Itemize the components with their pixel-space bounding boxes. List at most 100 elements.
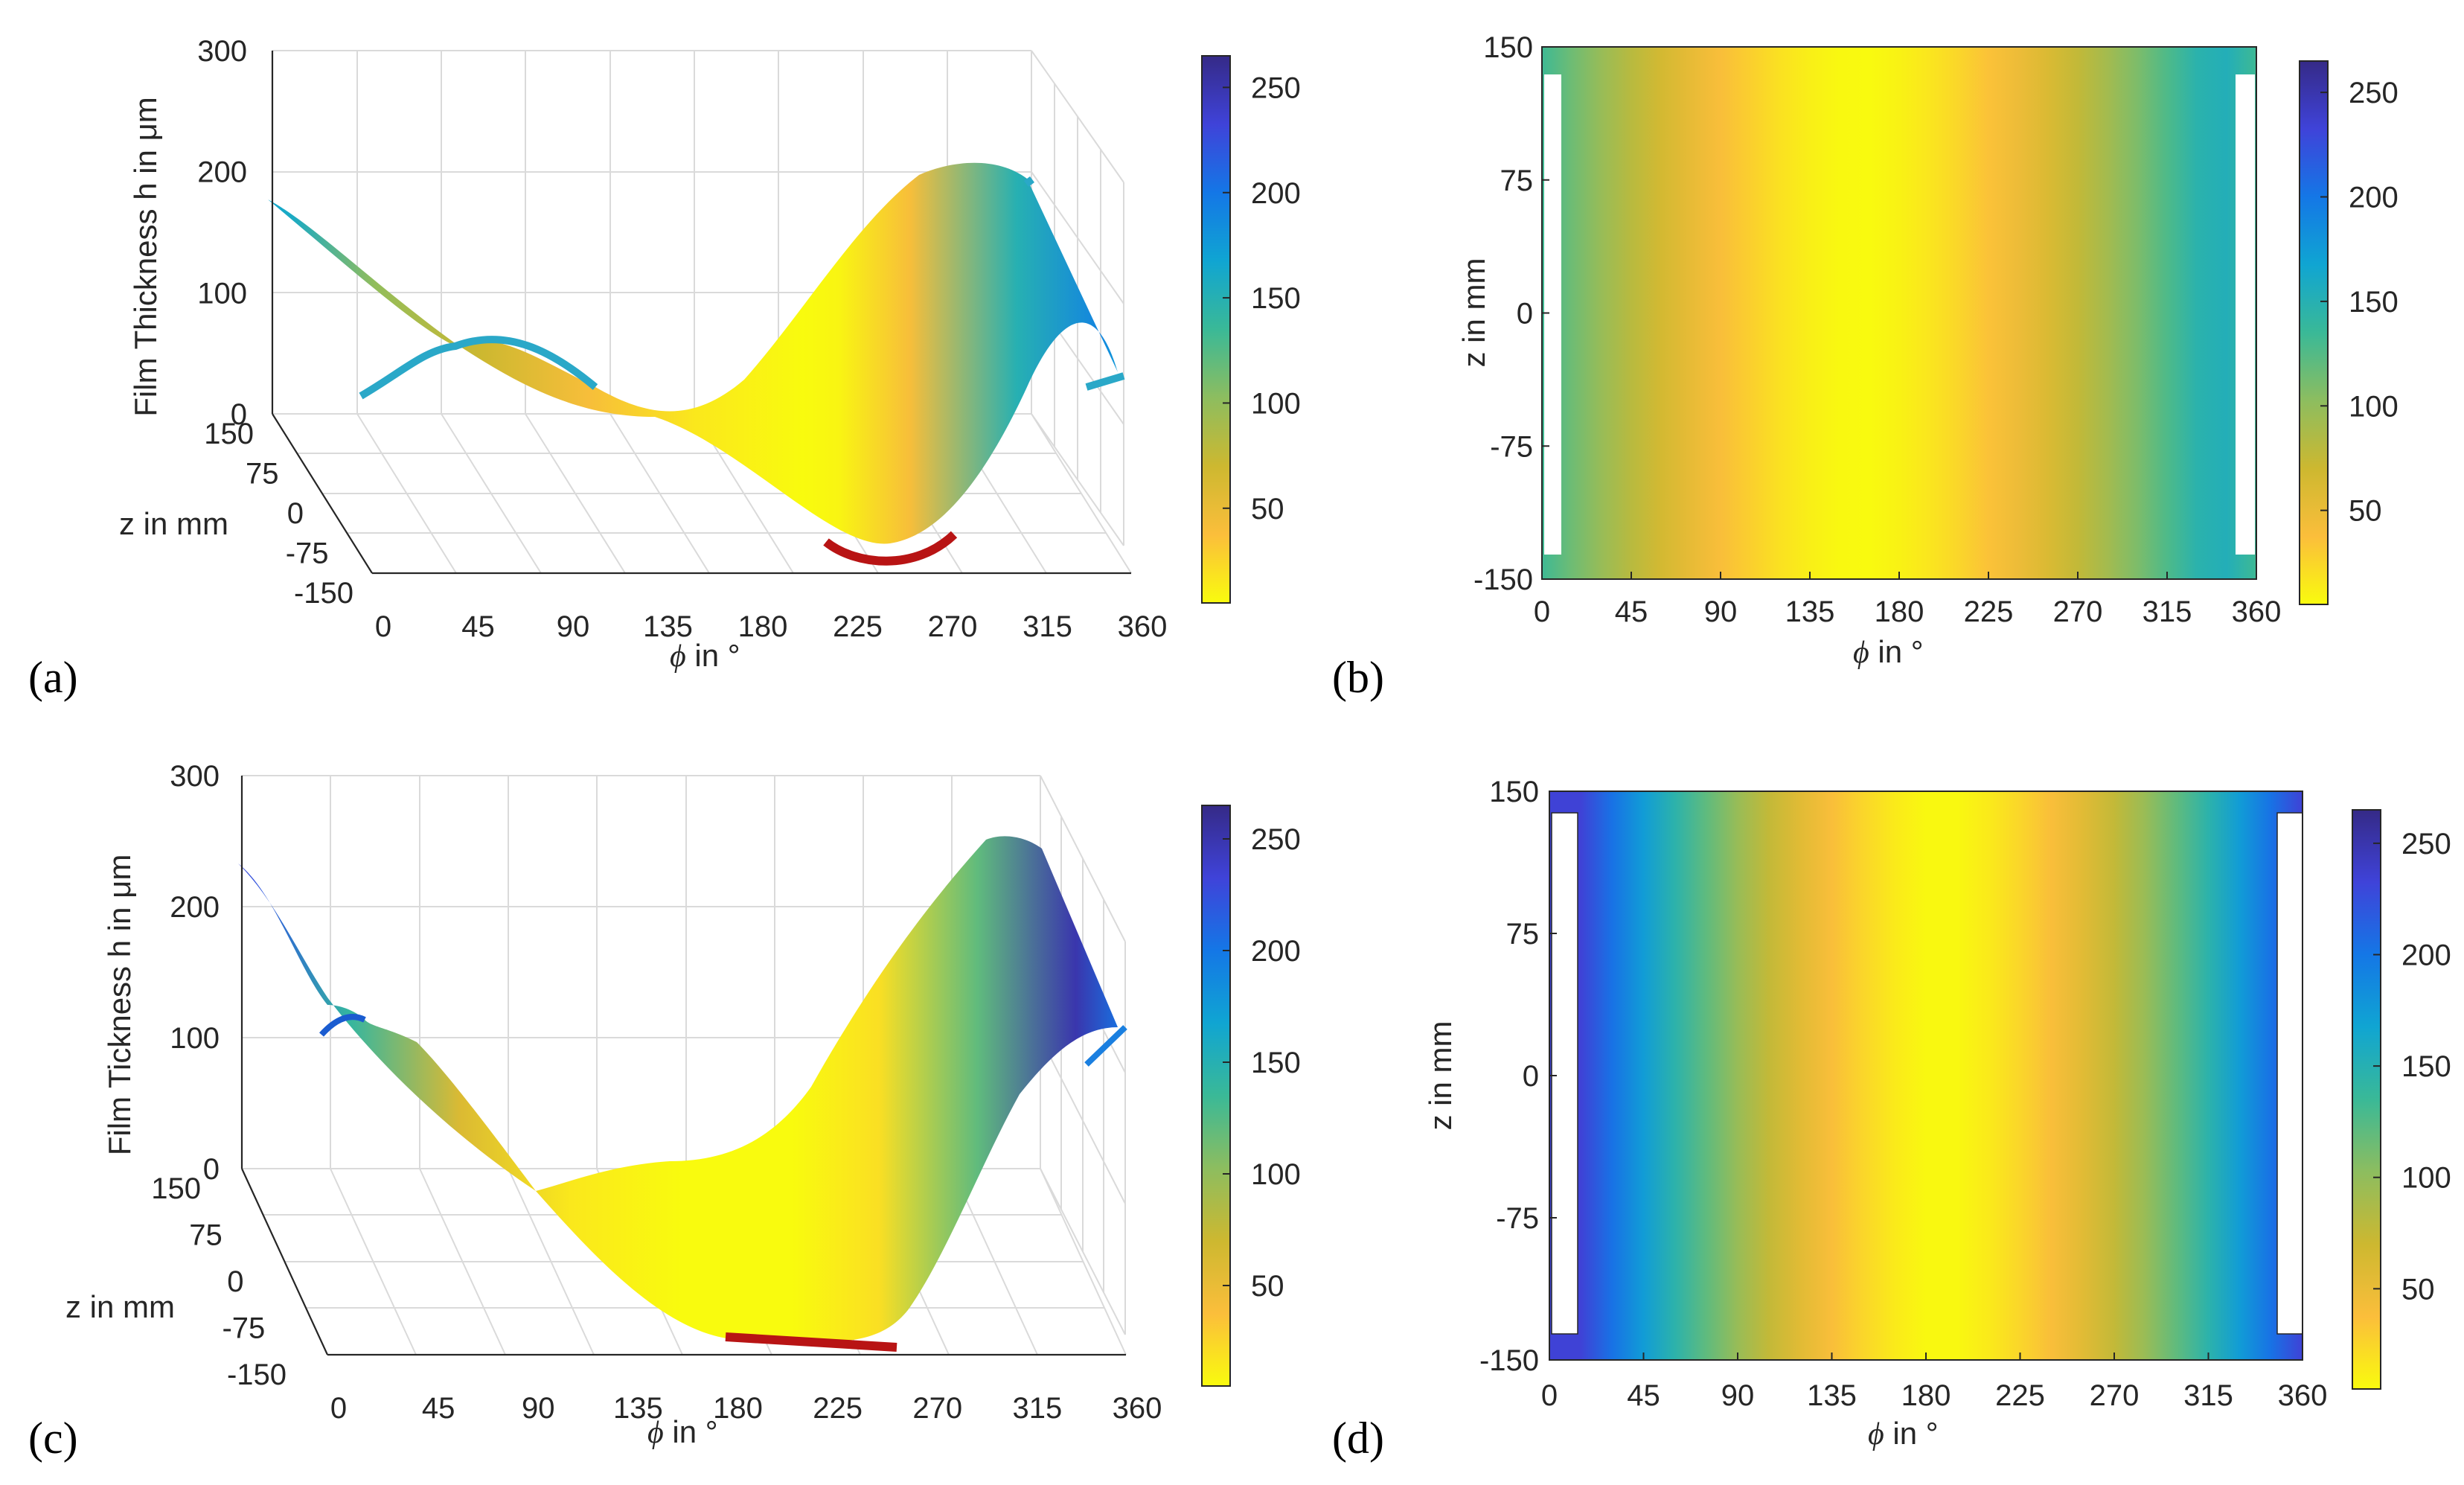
y-tick-label: -150 <box>1473 563 1533 596</box>
panel-c-xlabel: ϕ in ° <box>647 1414 718 1450</box>
panel-a-xlabel: ϕ in ° <box>670 638 740 674</box>
y-tick-label: 150 <box>1483 31 1533 64</box>
x-tick-label: 315 <box>1013 1392 1063 1425</box>
panel-b-y-ticks: 150 75 0 -75 -150 <box>1473 31 1549 596</box>
x-tick-label: 180 <box>713 1392 763 1425</box>
x-tick-label: 90 <box>1704 595 1738 628</box>
x-tick-label: 225 <box>1964 595 2014 628</box>
y-tick-label: -150 <box>294 577 353 610</box>
x-tick-label: 45 <box>422 1392 455 1425</box>
panel-a-min-film-marker <box>823 531 958 566</box>
colorbar-tick-label: 200 <box>2401 939 2451 972</box>
x-tick-label: 45 <box>1627 1379 1660 1412</box>
x-tick-label: 315 <box>2143 595 2192 628</box>
x-tick-label: 180 <box>1875 595 1924 628</box>
panel-c-ylabel: z in mm <box>65 1289 175 1324</box>
panel-c-zlabel: Film Tickness h in μm <box>102 855 137 1156</box>
colorbar-bar <box>2299 60 2329 605</box>
colorbar-tick-label: 100 <box>1251 387 1301 420</box>
y-tick-label: -75 <box>222 1312 265 1345</box>
panel-a-z-ticks: 0 100 200 300 <box>197 35 247 431</box>
panel-b-xlabel: ϕ in ° <box>1853 634 1924 670</box>
colorbar-tick-label: 200 <box>1251 935 1301 968</box>
panel-c-axes <box>240 776 1126 1356</box>
panel-b-colorbar: 50 100 150 200 250 <box>2299 60 2399 605</box>
colorbar-tick-label: 250 <box>2401 828 2451 860</box>
x-tick-label: 180 <box>1901 1379 1951 1412</box>
x-tick-label: 270 <box>928 610 978 643</box>
panel-a-grid <box>272 50 1132 574</box>
panel-b-letter: (b) <box>1332 653 1384 702</box>
panel-a-surface <box>268 162 1118 544</box>
panel-a-x-ticks: 0 45 90 135 180 225 270 315 360 <box>375 610 1168 643</box>
y-tick-label: 0 <box>1517 298 1533 330</box>
x-tick-label: 270 <box>912 1392 962 1425</box>
panel-b-heatmap <box>1542 47 2256 579</box>
panel-a-surface-edge <box>359 336 598 400</box>
panel-a-ylabel: z in mm <box>119 506 228 541</box>
z-tick-label: 100 <box>197 277 247 310</box>
z-tick-label: 200 <box>197 156 247 189</box>
x-tick-label: 135 <box>643 610 693 643</box>
colorbar-tick-label: 150 <box>1251 282 1301 315</box>
x-tick-label: 360 <box>1118 610 1168 643</box>
colorbar-tick-label: 200 <box>1251 177 1301 210</box>
panel-c-min-film-marker <box>725 1332 897 1352</box>
panel-d-ylabel: z in mm <box>1423 1021 1458 1131</box>
panel-a-zlabel: Film Thickness h in μm <box>128 97 163 417</box>
x-tick-label: 360 <box>2278 1379 2328 1412</box>
x-tick-label: 360 <box>2232 595 2282 628</box>
x-tick-label: 0 <box>330 1392 347 1425</box>
y-tick-label: -75 <box>1490 430 1533 463</box>
panel-d-left-gap <box>1551 812 1578 1335</box>
x-tick-label: 225 <box>833 610 883 643</box>
panel-c-x-ticks: 0 45 90 135 180 225 270 315 360 <box>330 1392 1162 1425</box>
y-tick-label: -150 <box>1479 1344 1539 1377</box>
colorbar-tick-label: 50 <box>1251 1270 1284 1303</box>
colorbar-tick-label: 150 <box>1251 1047 1301 1079</box>
panel-c-letter: (c) <box>28 1414 78 1463</box>
x-tick-label: 315 <box>2183 1379 2233 1412</box>
panel-b-right-gap <box>2236 74 2255 555</box>
colorbar-tick-label: 250 <box>2349 77 2399 109</box>
y-tick-label: 75 <box>246 458 279 491</box>
colorbar-tick-label: 250 <box>1251 71 1301 104</box>
x-tick-label: 0 <box>1534 595 1550 628</box>
x-tick-label: 0 <box>375 610 391 643</box>
colorbar-tick-label: 200 <box>2349 182 2399 214</box>
panel-c-y-ticks: -150 -75 075 150 <box>151 1172 287 1391</box>
panel-d-letter: (d) <box>1332 1414 1384 1463</box>
panel-b-left-gap <box>1544 74 1561 555</box>
colorbar-bar <box>1201 805 1231 1387</box>
x-tick-label: 45 <box>461 610 495 643</box>
x-tick-label: 90 <box>557 610 590 643</box>
y-tick-label: 150 <box>204 418 254 450</box>
x-tick-label: 0 <box>1541 1379 1558 1412</box>
x-tick-label: 225 <box>1995 1379 2045 1412</box>
panel-d-colorbar: 50 100 150 200 250 <box>2352 809 2451 1390</box>
panel-d-xlabel: ϕ in ° <box>1868 1416 1939 1452</box>
colorbar-bar <box>2352 809 2381 1390</box>
y-tick-label: -150 <box>227 1358 287 1391</box>
panel-b-ylabel: z in mm <box>1456 258 1491 368</box>
panel-c-surface-edge <box>319 1014 366 1037</box>
panel-b-x-ticks: 0 45 90 135 180 225 270 315 360 <box>1534 572 2282 628</box>
x-tick-label: 180 <box>738 610 788 643</box>
y-tick-label: 0 <box>287 497 304 530</box>
colorbar-tick-label: 250 <box>1251 823 1301 856</box>
z-tick-label: 0 <box>203 1153 220 1186</box>
panel-d-y-ticks: 150 75 0 -75 -150 <box>1479 776 1557 1377</box>
x-tick-label: 90 <box>522 1392 555 1425</box>
y-tick-label: 75 <box>1506 918 1540 951</box>
z-tick-label: 0 <box>231 398 247 431</box>
x-tick-label: 90 <box>1721 1379 1755 1412</box>
panel-d-heatmap <box>1549 791 2303 1360</box>
z-tick-label: 100 <box>170 1022 220 1055</box>
colorbar-tick-label: 50 <box>1251 493 1284 526</box>
y-tick-label: -75 <box>286 537 329 570</box>
x-tick-label: 135 <box>1785 595 1835 628</box>
z-tick-label: 300 <box>197 35 247 68</box>
panel-d: 0 45 90 135 180 225 270 315 360 150 75 0 -75 -150 z … <box>1332 776 2451 1463</box>
